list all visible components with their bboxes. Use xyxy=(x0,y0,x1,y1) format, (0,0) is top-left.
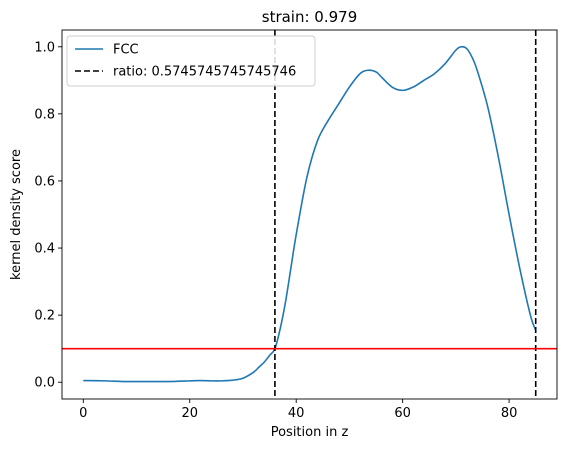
legend-ratio-label: ratio: 0.5745745745745746 xyxy=(113,65,296,80)
x-tick-label: 80 xyxy=(501,406,518,421)
plot-area xyxy=(62,30,557,399)
chart-title: strain: 0.979 xyxy=(262,8,358,26)
y-tick-label: 0.4 xyxy=(34,242,55,257)
x-axis-label: Position in z xyxy=(271,425,349,440)
x-tick-label: 20 xyxy=(181,406,198,421)
y-tick-label: 1.0 xyxy=(34,40,55,55)
x-tick-label: 0 xyxy=(79,406,87,421)
legend-box xyxy=(66,35,316,87)
y-tick-label: 0.8 xyxy=(34,107,55,122)
x-tick-label: 60 xyxy=(394,406,411,421)
axes: 0 20 40 60 80 0.0 0.2 0.4 0.6 0.8 1.0 xyxy=(34,29,558,421)
x-tick-label: 40 xyxy=(288,406,305,421)
y-tick-label: 0.2 xyxy=(34,309,55,324)
axes-frame xyxy=(61,29,558,400)
legend-fcc-label: FCC xyxy=(113,43,139,58)
series-line-fcc xyxy=(83,45,537,383)
legend: FCC ratio: 0.5745745745745746 xyxy=(66,35,316,87)
y-tick-label: 0.6 xyxy=(34,174,55,189)
y-tick-label: 0.0 xyxy=(34,376,55,391)
y-axis-label: kernel density score xyxy=(9,149,24,280)
